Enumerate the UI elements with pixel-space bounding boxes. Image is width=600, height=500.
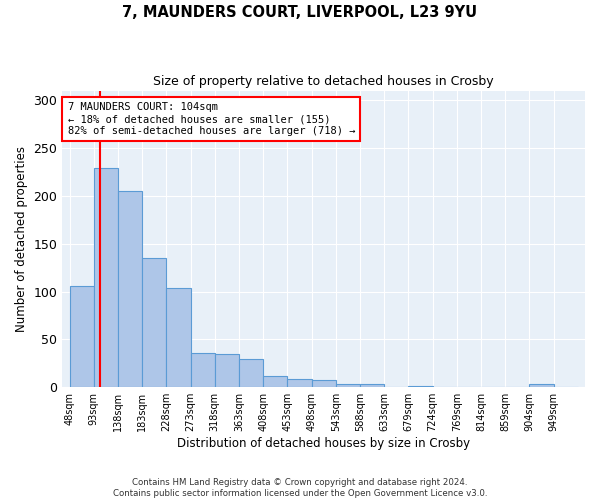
X-axis label: Distribution of detached houses by size in Crosby: Distribution of detached houses by size … xyxy=(177,437,470,450)
Y-axis label: Number of detached properties: Number of detached properties xyxy=(15,146,28,332)
Title: Size of property relative to detached houses in Crosby: Size of property relative to detached ho… xyxy=(154,75,494,88)
Bar xyxy=(360,384,384,387)
Bar xyxy=(215,354,239,387)
Text: Contains HM Land Registry data © Crown copyright and database right 2024.
Contai: Contains HM Land Registry data © Crown c… xyxy=(113,478,487,498)
Bar xyxy=(191,353,215,387)
Bar xyxy=(142,258,166,387)
Bar xyxy=(287,378,311,387)
Bar xyxy=(70,286,94,387)
Bar xyxy=(118,191,142,387)
Bar xyxy=(311,380,336,387)
Bar xyxy=(94,168,118,387)
Bar xyxy=(239,360,263,387)
Text: 7, MAUNDERS COURT, LIVERPOOL, L23 9YU: 7, MAUNDERS COURT, LIVERPOOL, L23 9YU xyxy=(122,5,478,20)
Text: 7 MAUNDERS COURT: 104sqm
← 18% of detached houses are smaller (155)
82% of semi-: 7 MAUNDERS COURT: 104sqm ← 18% of detach… xyxy=(68,102,355,136)
Bar xyxy=(336,384,360,387)
Bar xyxy=(409,386,433,387)
Bar xyxy=(263,376,287,387)
Bar xyxy=(166,288,191,387)
Bar xyxy=(529,384,554,387)
